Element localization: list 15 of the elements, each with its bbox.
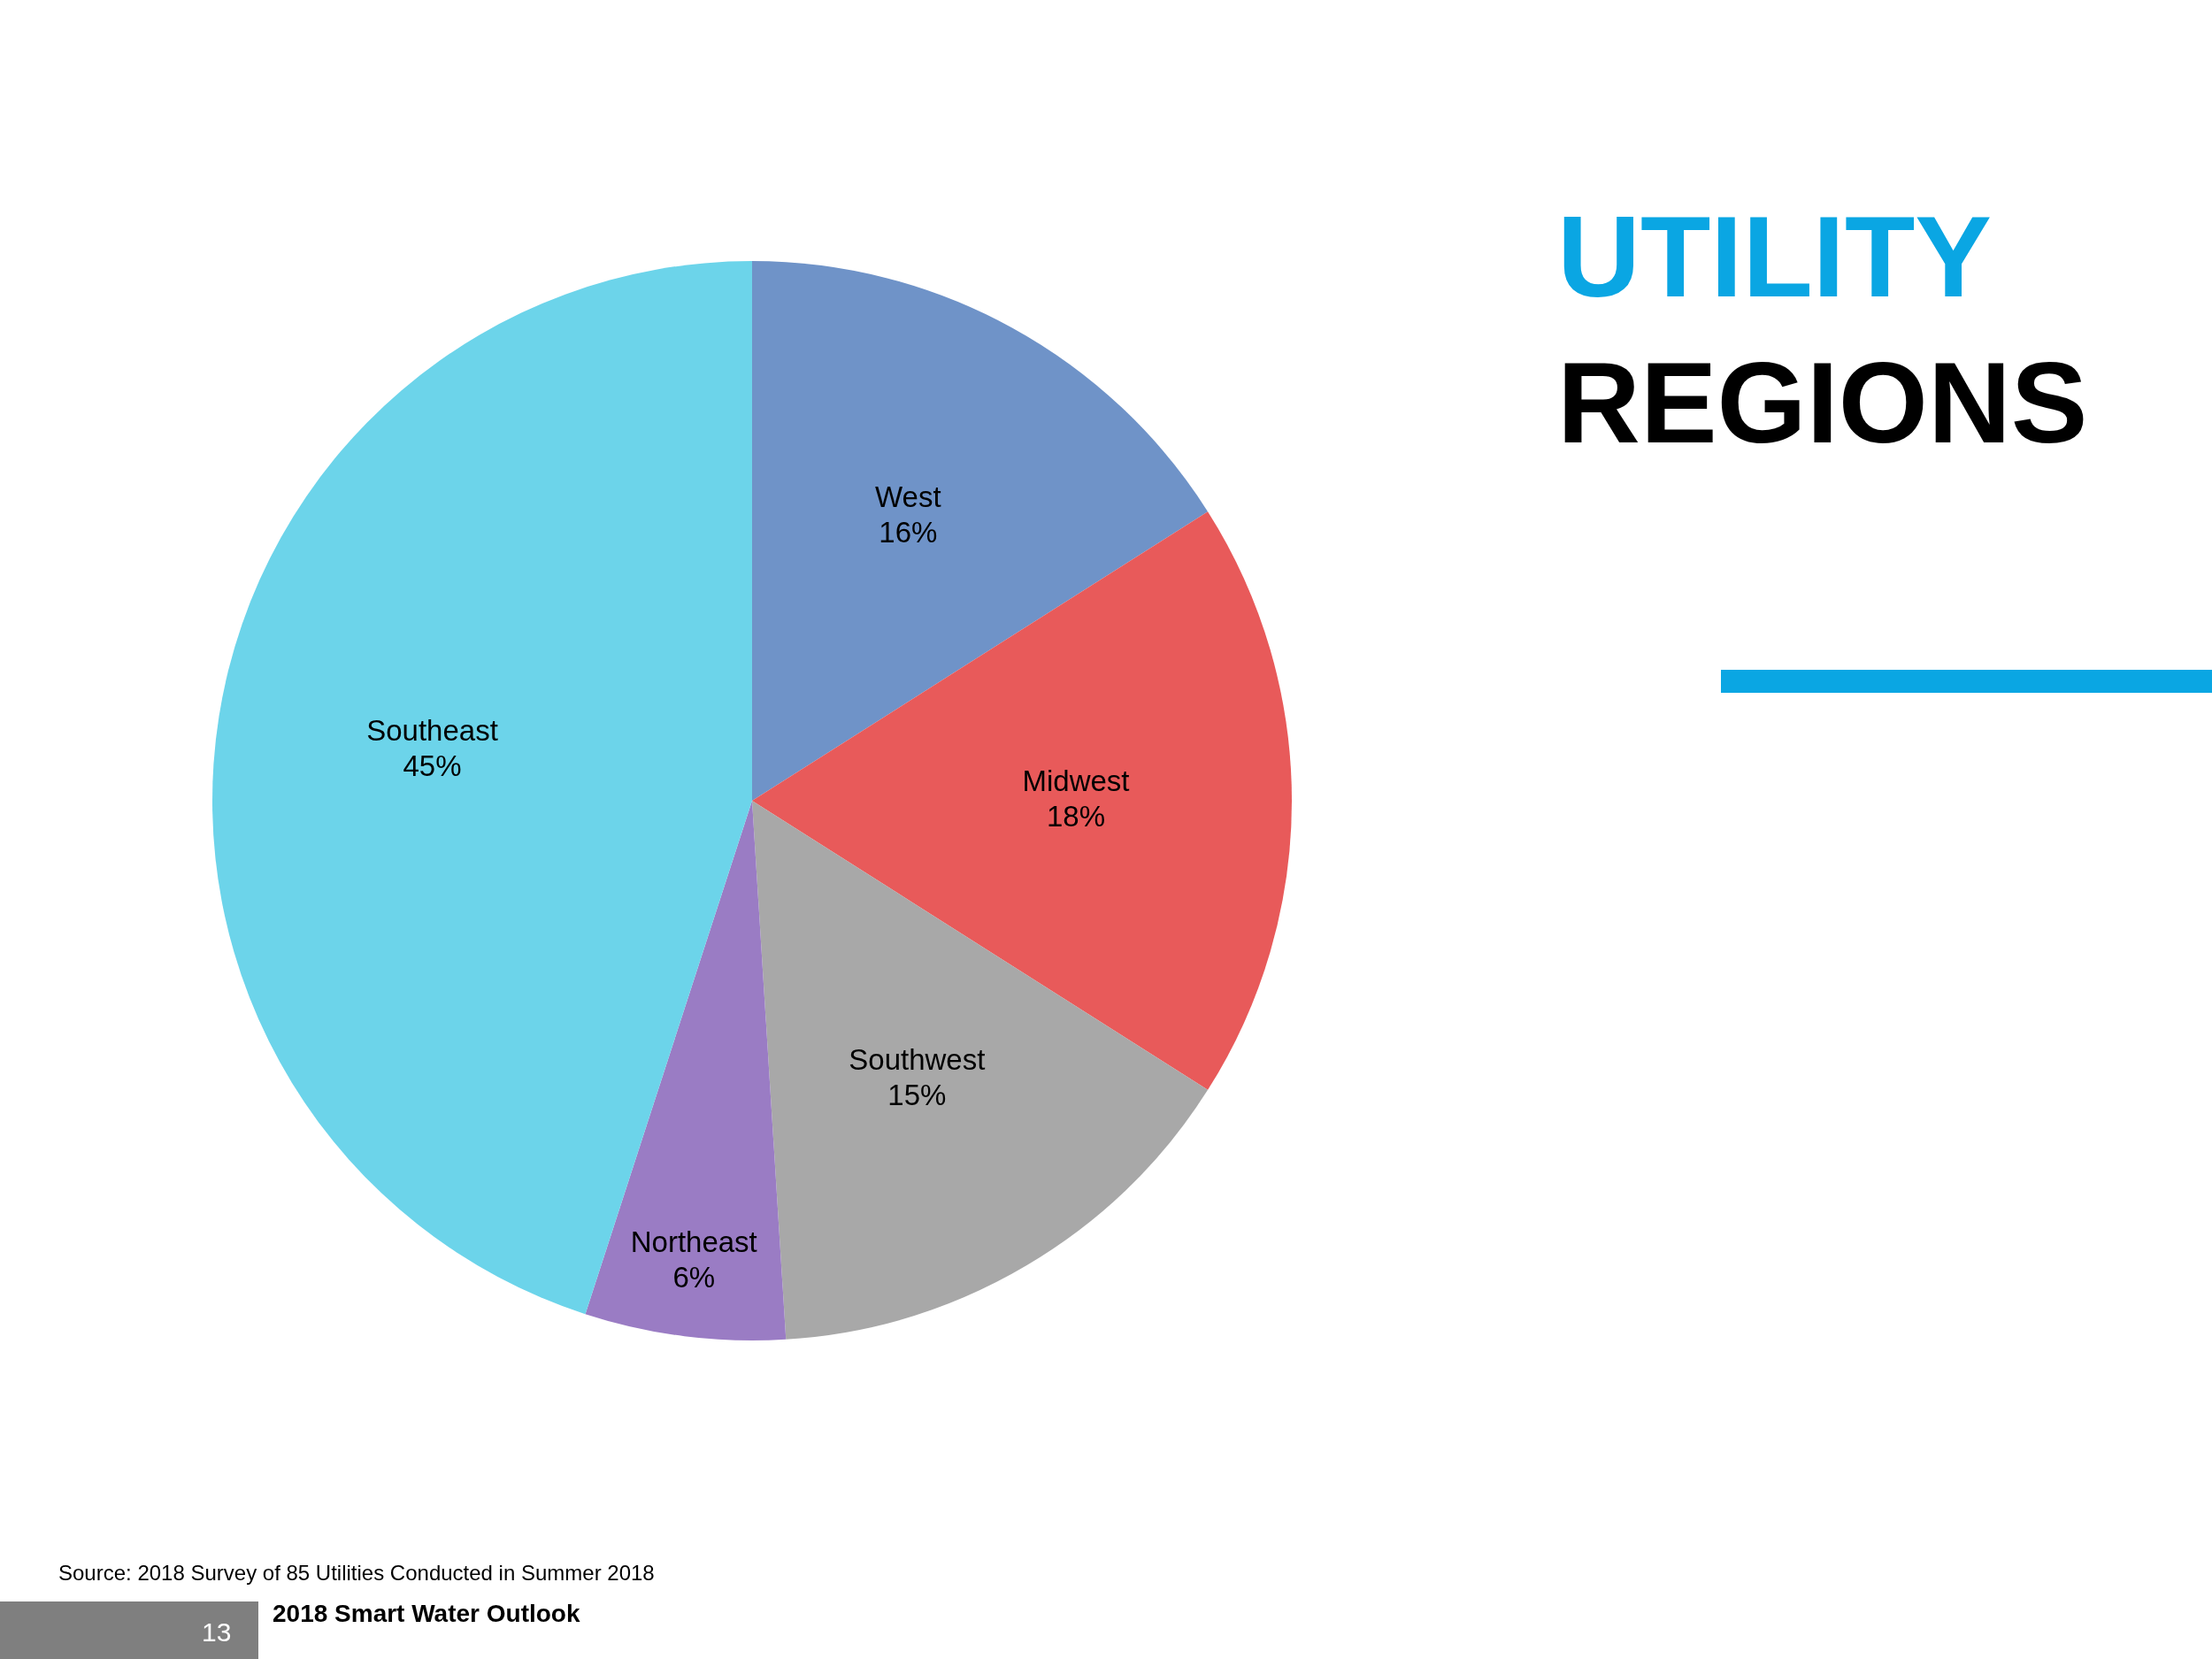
data-label: 18% xyxy=(1046,800,1106,833)
text: UTILITY xyxy=(1557,191,1993,323)
data-label: 45% xyxy=(403,749,462,782)
slice-label: West xyxy=(875,480,941,514)
text: REGIONS xyxy=(1557,337,2088,469)
source-note: Source: 2018 Survey of 85 Utilities Conducted in Summer 2018 xyxy=(58,1561,655,1586)
text: 13 xyxy=(202,1617,232,1647)
data-label: 15% xyxy=(887,1079,947,1112)
data-label: 16% xyxy=(879,516,938,549)
data-label: 6% xyxy=(672,1260,716,1294)
slice-label: Midwest xyxy=(1022,764,1130,798)
slice-label: Southeast xyxy=(366,713,498,747)
slice-label: Southwest xyxy=(849,1043,986,1077)
slice-label: Northeast xyxy=(630,1225,757,1258)
text: 2018 Smart Water Outlook xyxy=(273,1600,580,1628)
